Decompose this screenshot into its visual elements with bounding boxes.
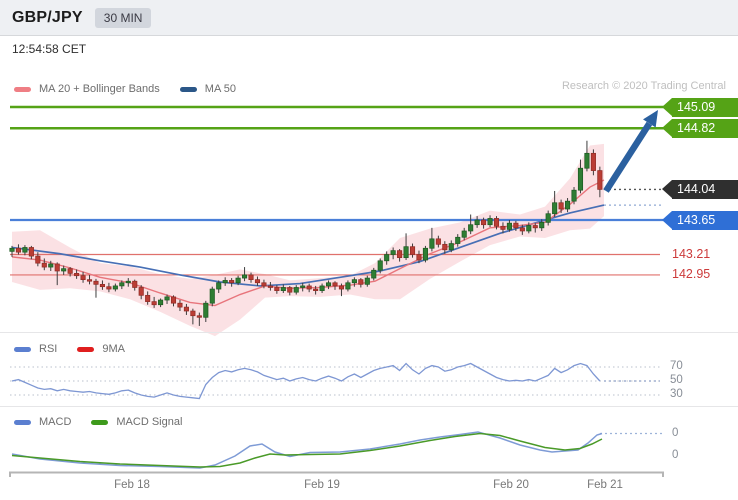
rsi-swatch-icon <box>14 346 31 352</box>
rsi-legend: RSI 9MA <box>14 343 125 355</box>
tag-pointer-icon <box>662 180 672 199</box>
legend-9ma-label: 9MA <box>102 343 125 355</box>
tag-pointer-icon <box>662 119 672 138</box>
price-level-tag-resistance: 145.09 <box>662 97 738 117</box>
price-level-text-support: 142.95 <box>672 266 711 281</box>
macd-signal-swatch-icon <box>91 419 109 425</box>
panel-separator <box>0 406 738 407</box>
price-level-value: 144.04 <box>672 179 738 199</box>
panel-separator <box>0 332 738 333</box>
legend-rsi: RSI <box>14 343 57 355</box>
tag-pointer-icon <box>662 98 672 116</box>
tag-pointer-icon <box>662 211 672 229</box>
legend-rsi-label: RSI <box>39 343 58 355</box>
rsi-9ma-swatch-icon <box>77 346 95 352</box>
rsi-scale-label: 70 <box>670 360 683 372</box>
legend-macd-signal-label: MACD Signal <box>116 416 183 428</box>
bollinger-swatch-icon <box>14 86 31 92</box>
legend-bollinger: MA 20 + Bollinger Bands <box>14 83 160 95</box>
x-axis-date-label: Feb 18 <box>114 479 150 491</box>
rsi-scale-label: 30 <box>670 388 683 400</box>
legend-ma50-label: MA 50 <box>204 83 236 95</box>
legend-ma50: MA 50 <box>179 83 236 95</box>
research-credit: Research © 2020 Trading Central <box>561 80 726 92</box>
main-chart-legend: MA 20 + Bollinger Bands MA 50 <box>14 83 236 95</box>
ma50-swatch-icon <box>179 86 197 92</box>
macd-scale-label: 0 <box>672 449 679 461</box>
legend-9ma: 9MA <box>77 343 125 355</box>
x-axis-date-label: Feb 20 <box>493 479 529 491</box>
symbol-title: GBP/JPY <box>12 8 83 26</box>
quote-timestamp: 12:54:58 CET <box>12 42 87 56</box>
legend-macd-label: MACD <box>39 416 72 428</box>
price-level-tag-last: 144.04 <box>662 179 738 199</box>
price-level-value: 145.09 <box>672 97 738 117</box>
price-level-value: 143.65 <box>672 210 738 230</box>
x-axis-date-label: Feb 21 <box>587 479 623 491</box>
timeframe-badge[interactable]: 30 MIN <box>94 7 152 28</box>
legend-macd: MACD <box>14 416 71 428</box>
macd-scale-label: 0 <box>672 426 679 439</box>
macd-swatch-icon <box>14 419 31 425</box>
legend-bollinger-label: MA 20 + Bollinger Bands <box>39 83 160 95</box>
rsi-scale-label: 50 <box>670 374 683 386</box>
price-level-tag-pivot: 143.65 <box>662 210 738 230</box>
legend-macd-signal: MACD Signal <box>91 416 182 428</box>
x-axis-date-label: Feb 19 <box>304 479 340 491</box>
price-level-tag-resistance: 144.82 <box>662 118 738 138</box>
macd-legend: MACD MACD Signal <box>14 416 182 428</box>
price-level-value: 144.82 <box>672 118 738 138</box>
chart-header: GBP/JPY 30 MIN <box>0 0 738 36</box>
price-level-text-support: 143.21 <box>672 246 711 261</box>
